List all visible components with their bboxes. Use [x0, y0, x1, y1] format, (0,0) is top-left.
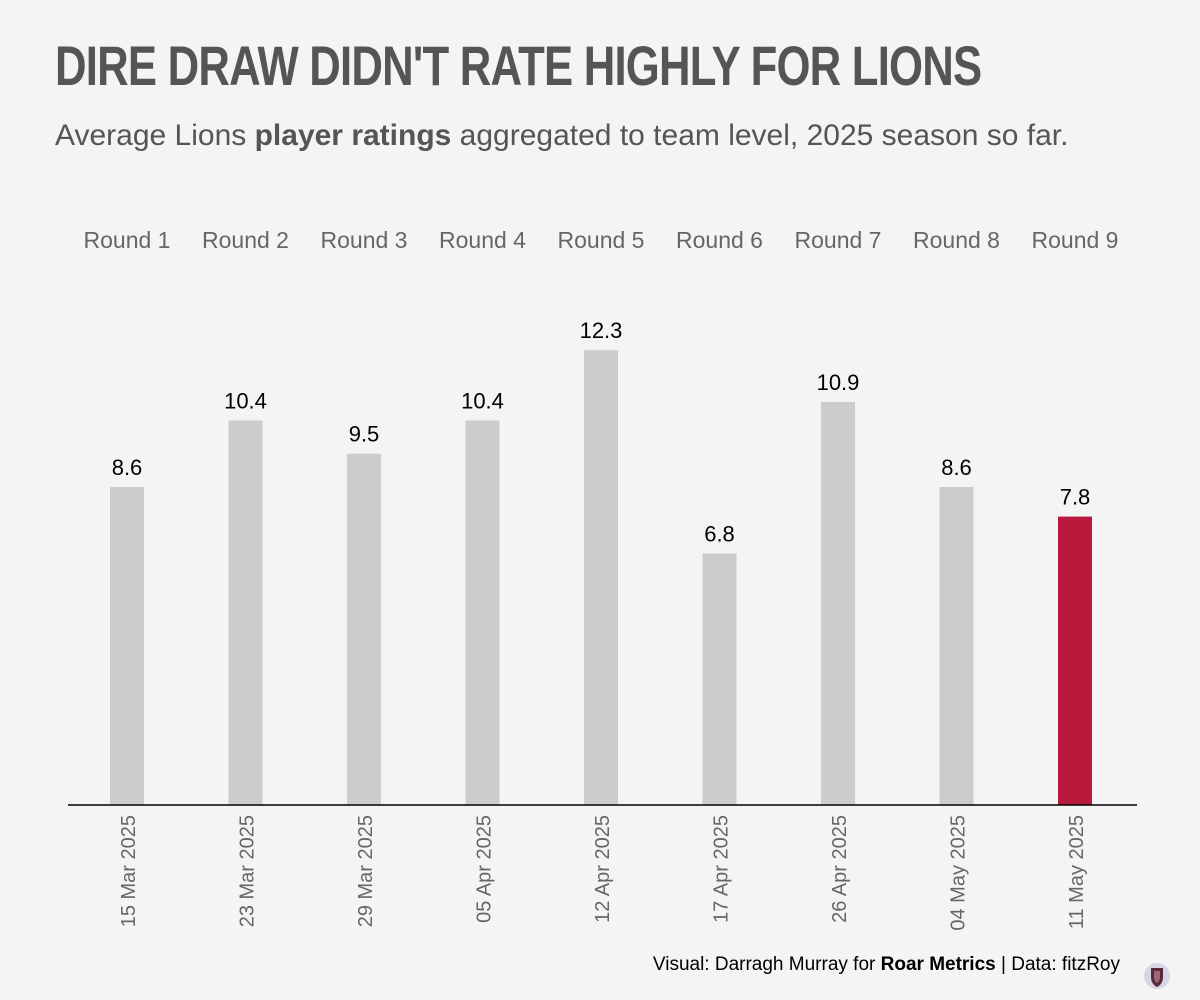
source-caption: Visual: Darragh Murray for Roar Metrics … [653, 954, 1120, 976]
caption-suffix: | Data: fitzRoy [995, 954, 1120, 975]
round-label: Round 3 [321, 227, 408, 253]
x-tick-label: 23 Mar 2025 [237, 815, 259, 927]
bar [584, 350, 618, 805]
round-label: Round 1 [84, 227, 171, 253]
caption-prefix: Visual: Darragh Murray for [652, 954, 881, 975]
x-tick-label: 04 May 2025 [948, 815, 970, 931]
data-label: 6.8 [704, 522, 735, 547]
x-tick-label: 05 Apr 2025 [474, 815, 496, 923]
data-label: 9.5 [349, 422, 380, 447]
chart-subtitle: Average Lions player ratings aggregated … [55, 118, 1068, 154]
bar [110, 487, 144, 805]
bar [347, 453, 381, 805]
round-label: Round 5 [558, 227, 645, 253]
round-label: Round 7 [795, 227, 882, 253]
subtitle-bold: player ratings [254, 119, 452, 152]
x-tick-label: 29 Mar 2025 [355, 815, 377, 927]
bar [821, 401, 855, 805]
bar [1058, 516, 1092, 805]
data-label: 10.4 [224, 388, 267, 413]
roar-metrics-logo-icon [1144, 963, 1170, 989]
round-label: Round 6 [676, 227, 763, 253]
subtitle-prefix: Average Lions [55, 119, 255, 152]
data-label: 7.8 [1060, 485, 1091, 510]
data-label: 10.4 [461, 388, 504, 413]
round-label: Round 8 [913, 227, 1000, 253]
round-label: Round 9 [1032, 227, 1119, 253]
x-tick-label: 26 Apr 2025 [829, 815, 851, 923]
round-label: Round 2 [202, 227, 289, 253]
caption-bold: Roar Metrics [880, 954, 996, 975]
x-tick-label: 15 Mar 2025 [118, 815, 140, 927]
data-label: 10.9 [817, 370, 860, 395]
data-label: 12.3 [580, 318, 623, 343]
data-label: 8.6 [941, 455, 972, 480]
bar [228, 420, 263, 805]
x-tick-label: 12 Apr 2025 [592, 815, 614, 923]
bar [939, 487, 974, 805]
x-tick-label: 11 May 2025 [1066, 815, 1088, 929]
chart-title: DIRE DRAW DIDN'T RATE HIGHLY FOR LIONS [55, 34, 982, 97]
subtitle-suffix: aggregated to team level, 2025 season so… [451, 119, 1069, 152]
bar [465, 420, 500, 805]
round-label: Round 4 [439, 227, 526, 253]
data-label: 8.6 [112, 455, 143, 480]
bar-chart: Round 1 8.6 15 Mar 2025 Round 2 10.4 23 Mar 2… [68, 227, 1137, 931]
x-tick-label: 17 Apr 2025 [711, 815, 733, 923]
bar [702, 553, 737, 805]
